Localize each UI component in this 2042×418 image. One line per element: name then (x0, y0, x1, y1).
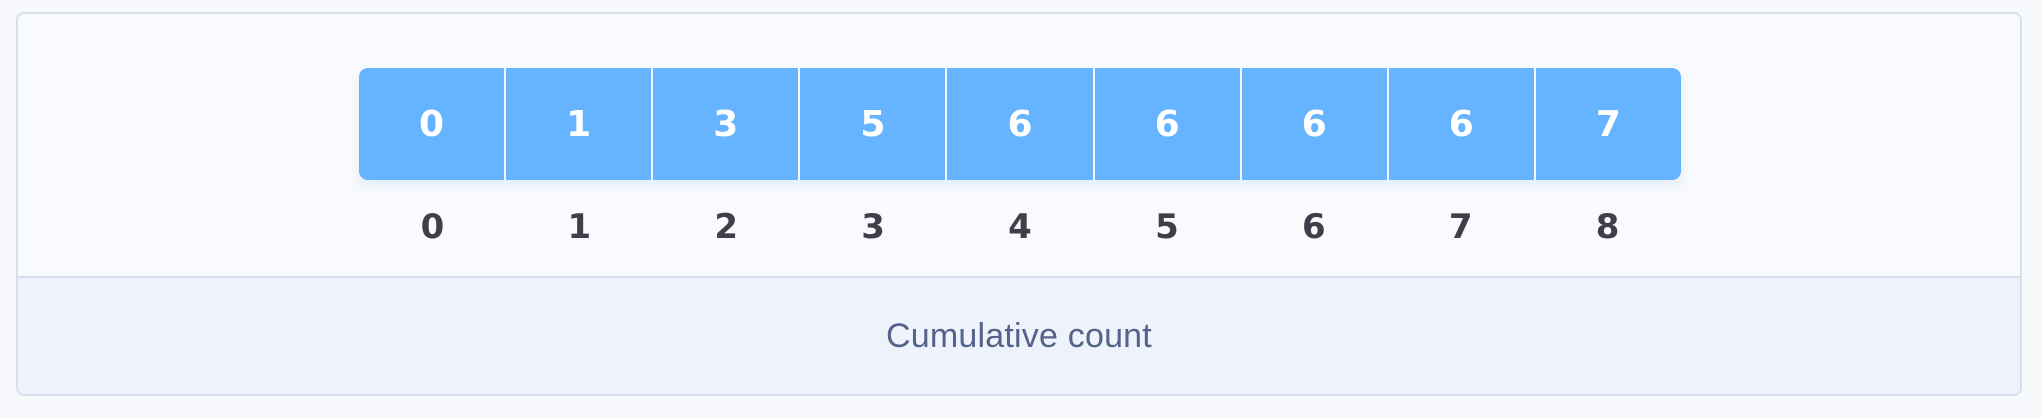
diagram-panel: 0 1 3 5 6 6 6 6 7 0 1 2 3 4 5 6 7 8 Cumu… (16, 12, 2022, 396)
array-index-label: 3 (861, 207, 885, 247)
array-index-label: 4 (1008, 207, 1032, 247)
array-cell: 7 (1595, 103, 1621, 145)
array-cell: 0 (359, 68, 507, 180)
array-cell: 6 (1242, 68, 1389, 180)
array-cell: 6 (1389, 68, 1536, 180)
array-index-label: 0 (420, 207, 445, 247)
diagram-caption: Cumulative count (886, 316, 1152, 355)
array-index-label: 7 (1448, 207, 1473, 247)
array-indices: 0 1 2 3 4 5 6 7 8 (359, 204, 1681, 250)
array-index-label: 8 (1595, 207, 1620, 247)
array-diagram: 0 1 3 5 6 6 6 6 7 0 1 2 3 4 5 6 7 8 (18, 14, 2020, 280)
caption-bar: Cumulative count (18, 276, 2020, 394)
array-cell: 5 (800, 68, 948, 180)
array-index-label: 2 (714, 207, 739, 247)
array-cell: 3 (653, 68, 801, 180)
array-cell: 1 (506, 68, 654, 180)
array-index-label: 6 (1301, 207, 1326, 247)
array-index-label: 1 (567, 207, 592, 247)
array-cell: 6 (947, 68, 1095, 180)
array-cell: 6 (1095, 68, 1242, 180)
array-cells: 0 1 3 5 6 6 6 6 7 (359, 68, 1681, 180)
array-index-label: 5 (1155, 207, 1179, 247)
